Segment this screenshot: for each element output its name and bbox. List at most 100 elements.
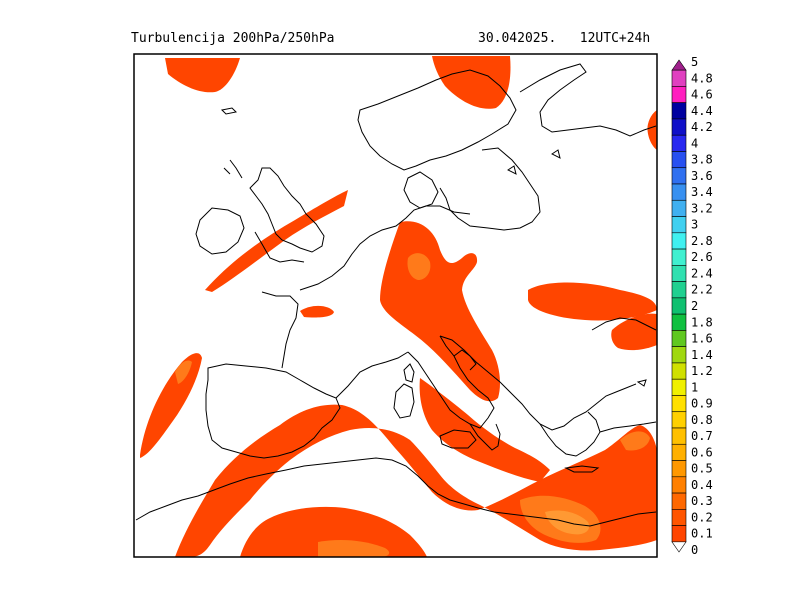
- coastline-black-sea: [591, 317, 657, 331]
- coastlines: [135, 63, 657, 527]
- legend-label: 4.2: [691, 120, 713, 134]
- legend-swatch: [671, 183, 687, 201]
- legend-swatch: [671, 248, 687, 266]
- legend-labels: 5 4.8 4.6 4.4 4.2 4 3.8 3.6 3.4 3.2 3 2.8 2.6 2.4 2.2 2…: [691, 55, 713, 557]
- legend-swatch: [671, 541, 687, 553]
- legend-label: 1.6: [691, 332, 713, 346]
- forecast-datetime: 30.042025. 12UTC+24h: [478, 31, 650, 46]
- turbulence-patch-light-6: [620, 431, 650, 451]
- coastline-finland: [519, 63, 657, 137]
- turbulence-area-north-africa: [240, 506, 427, 557]
- legend-label: 0.3: [691, 494, 713, 508]
- coastline-france-west: [261, 291, 299, 369]
- legend-swatch: [671, 102, 687, 120]
- coastline-north-africa: [135, 457, 657, 527]
- coastline-cyprus: [636, 379, 647, 387]
- legend-swatch: [671, 281, 687, 299]
- coastline-turkey: [599, 421, 657, 433]
- coastline-wales: [254, 231, 305, 263]
- legend-swatch: [671, 69, 687, 87]
- legend-swatch: [671, 460, 687, 478]
- legend-swatch: [671, 395, 687, 413]
- legend-label: 2: [691, 299, 698, 313]
- legend-label: 2.6: [691, 250, 713, 264]
- turbulence-area-east-top: [647, 110, 657, 150]
- legend-label: 1.8: [691, 315, 713, 329]
- coastline-great-britain: [249, 167, 325, 253]
- legend-label: 0.9: [691, 397, 713, 411]
- legend-label: 4: [691, 136, 698, 150]
- chart-title: Turbulencija 200hPa/250hPa: [131, 31, 335, 46]
- legend-swatch: [671, 427, 687, 445]
- legend-swatch: [671, 86, 687, 103]
- coastline-baltic: [439, 147, 541, 231]
- legend-swatch: [671, 346, 687, 364]
- turbulence-area-black-sea: [528, 282, 657, 321]
- forecast-date: 30.042025.: [478, 31, 557, 46]
- legend-label: 3: [691, 218, 698, 232]
- legend-swatch: [671, 492, 687, 510]
- turbulence-area-north-sea: [165, 58, 240, 93]
- legend-label: 3.6: [691, 169, 713, 183]
- legend-swatch: [671, 362, 687, 380]
- legend-label: 0.4: [691, 478, 713, 492]
- coastline-france-south: [335, 351, 409, 399]
- legend-label: 0.8: [691, 413, 713, 427]
- legend-label: 0.2: [691, 510, 713, 524]
- coastline-north-continent: [299, 205, 471, 291]
- turbulence-area-small-west: [300, 305, 334, 318]
- coastline-iberia: [205, 363, 341, 459]
- legend-label: 3.2: [691, 201, 713, 215]
- legend-swatch: [671, 199, 687, 217]
- legend-label: 2.4: [691, 266, 713, 280]
- turbulence-area-atlantic: [140, 353, 202, 458]
- legend-swatch: [671, 297, 687, 315]
- turbulence-patch-light-1: [407, 253, 431, 280]
- legend-swatch: [671, 509, 687, 526]
- legend-swatch: [671, 167, 687, 185]
- turbulence-patch-light-5: [318, 540, 390, 557]
- legend-label: 4.8: [691, 71, 713, 85]
- coastline-italy-boot: [469, 423, 501, 451]
- legend-swatch: [671, 443, 687, 461]
- legend-label: 0: [691, 543, 698, 557]
- legend-label: 0.5: [691, 462, 713, 476]
- forecast-run: 12UTC+24h: [579, 31, 651, 46]
- turbulence-patch-light-4: [175, 360, 192, 384]
- legend-swatch: [671, 134, 687, 152]
- coastline-crete: [564, 465, 600, 473]
- legend-swatch: [671, 525, 687, 543]
- legend-label: 4.6: [691, 88, 713, 102]
- legend-label: 1.4: [691, 348, 713, 362]
- legend-label: 1: [691, 380, 698, 394]
- legend-label: 3.8: [691, 153, 713, 167]
- legend-label: 1.2: [691, 364, 713, 378]
- legend-label: 0.7: [691, 429, 713, 443]
- legend-label: 2.2: [691, 283, 713, 297]
- coastline-greece: [539, 411, 601, 457]
- legend-swatch: [671, 265, 687, 282]
- legend-label: 3.4: [691, 185, 713, 199]
- legend-swatch: [671, 476, 687, 494]
- legend-label: 5: [691, 55, 698, 69]
- legend-label: 2.8: [691, 234, 713, 248]
- legend-label: 0.6: [691, 445, 713, 459]
- coastline-scandinavia: [357, 69, 517, 171]
- legend-swatch: [671, 411, 687, 429]
- legend-swatch: [671, 232, 687, 250]
- coastline-ireland: [195, 207, 245, 255]
- coastline-sicily: [439, 429, 477, 449]
- legend-label: 4.4: [691, 104, 713, 118]
- turbulence-areas: [140, 56, 657, 557]
- coastline-corsica: [403, 363, 415, 383]
- map-frame: [133, 53, 658, 558]
- legend-swatch: [671, 151, 687, 169]
- legend-swatch: [671, 313, 687, 331]
- legend-swatches: [671, 59, 687, 553]
- turbulence-area-east-mid: [611, 313, 657, 351]
- legend-swatch: [671, 378, 687, 396]
- coastline-italy: [407, 335, 495, 429]
- coastline-adriatic: [453, 349, 477, 371]
